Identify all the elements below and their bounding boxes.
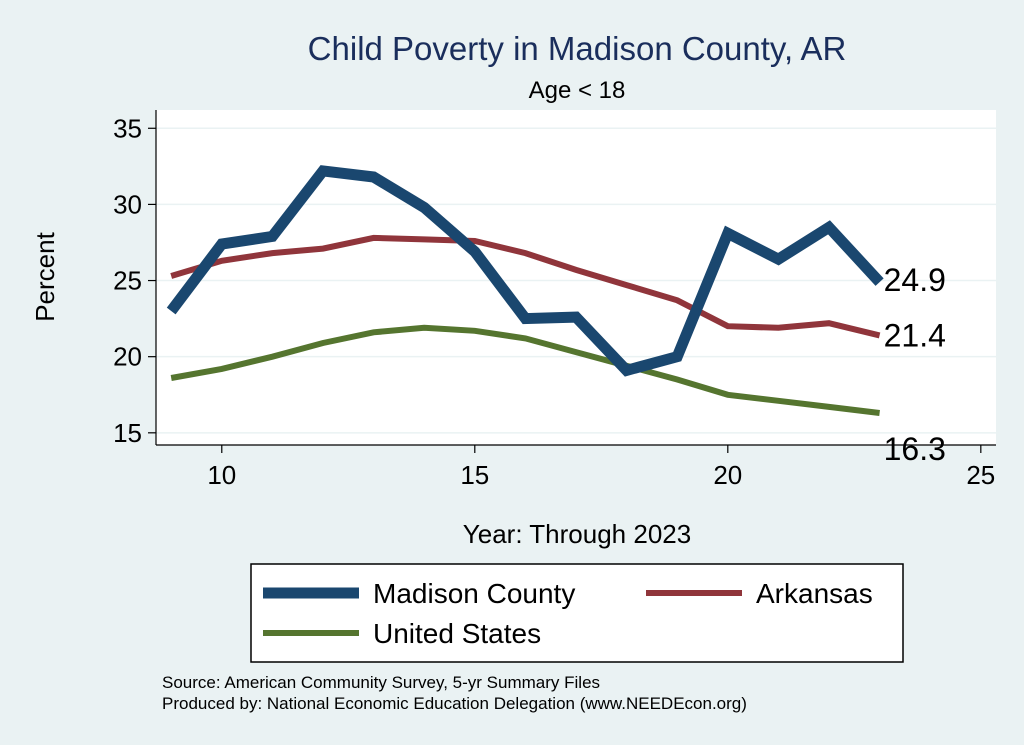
x-axis-title: Year: Through 2023 <box>463 519 691 549</box>
y-tick-label: 25 <box>113 266 142 296</box>
y-tick-label: 35 <box>113 113 142 143</box>
x-tick-label: 20 <box>713 460 742 490</box>
source-note: Source: American Community Survey, 5-yr … <box>162 673 600 692</box>
legend-label-united-states: United States <box>373 618 541 649</box>
produced-by-note: Produced by: National Economic Education… <box>162 694 747 713</box>
y-axis-title: Percent <box>30 231 60 321</box>
series-lines <box>166 165 884 416</box>
x-tick-label: 25 <box>966 460 995 490</box>
legend-label-madison-county: Madison County <box>373 578 575 609</box>
end-label-arkansas: 21.4 <box>884 317 946 353</box>
y-tick-label: 30 <box>113 189 142 219</box>
x-tick-label: 10 <box>207 460 236 490</box>
x-tick-label: 15 <box>460 460 489 490</box>
y-tick-label: 15 <box>113 418 142 448</box>
y-tick-label: 20 <box>113 342 142 372</box>
legend: Madison County Arkansas United States <box>250 563 904 663</box>
end-labels: 24.9 21.4 16.3 <box>884 262 946 467</box>
series-line-arkansas <box>170 234 881 339</box>
plot-area <box>156 110 996 445</box>
chart-subtitle: Age < 18 <box>529 77 626 104</box>
legend-box <box>250 563 904 663</box>
end-label-madison-county: 24.9 <box>884 262 946 298</box>
axes: 15 20 25 30 35 10 15 20 25 <box>113 110 996 490</box>
series-line-united-states <box>170 324 880 416</box>
legend-label-arkansas: Arkansas <box>756 578 873 609</box>
series-line-madison-county <box>166 165 884 377</box>
end-label-united-states: 16.3 <box>884 431 946 467</box>
chart-title: Child Poverty in Madison County, AR <box>308 30 847 67</box>
